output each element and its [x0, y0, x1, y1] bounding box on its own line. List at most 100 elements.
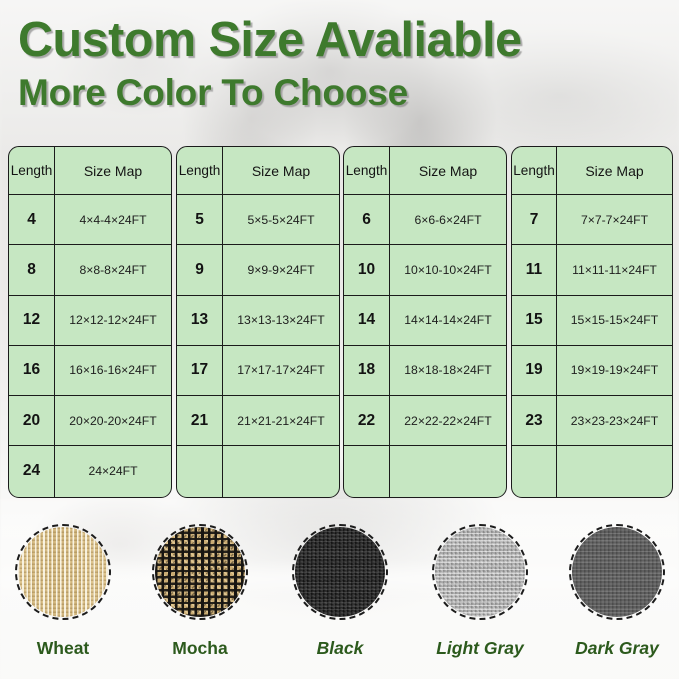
cell-size-map: 14×14-14×24FT	[404, 313, 492, 328]
color-option-wheat[interactable]: Wheat	[0, 524, 133, 659]
header-length: Length	[512, 147, 557, 194]
cell-length: 6	[344, 195, 390, 245]
table-row: 8 8×8-8×24FT	[9, 245, 171, 296]
table-row: 12 12×12-12×24FT	[9, 295, 171, 346]
cell-size-map: 20×20-20×24FT	[69, 413, 157, 428]
header-size-map: Size Map	[251, 162, 311, 179]
cell-length: 11	[512, 245, 557, 295]
header-length: Length	[344, 147, 390, 194]
color-option-mocha[interactable]: Mocha	[130, 524, 270, 659]
fabric-texture-light-gray	[435, 527, 525, 617]
cell-length: 7	[512, 195, 557, 245]
table-row-empty	[177, 446, 339, 497]
fabric-swatch-circle[interactable]	[569, 524, 665, 620]
color-label: Light Gray	[436, 638, 524, 658]
size-tables: Length Size Map 4 4×4-4×24FT 8 8×8-8×24F…	[0, 146, 679, 498]
table-header-row: Length Size Map	[512, 147, 672, 195]
cell-size-map: 23×23-23×24FT	[570, 413, 659, 428]
size-table-4: Length Size Map 7 7×7-7×24FT 11 11×11-11…	[511, 146, 673, 498]
table-row: 18 18×18-18×24FT	[344, 345, 506, 397]
table-row: 11 11×11-11×24FT	[512, 245, 672, 296]
table-row: 24 24×24FT	[9, 446, 171, 497]
cell-size-map: 18×18-18×24FT	[404, 363, 492, 378]
table-row-empty	[344, 446, 506, 497]
cell-length	[177, 446, 223, 497]
size-table-2: Length Size Map 5 5×5-5×24FT 9 9×9-9×24F…	[176, 146, 340, 498]
table-row-empty	[512, 446, 672, 497]
color-label: Dark Gray	[575, 638, 659, 658]
cell-length: 19	[512, 345, 557, 396]
heading-primary: Custom Size Avaliable	[18, 13, 522, 67]
header-size-map: Size Map	[83, 162, 143, 179]
table-row: 21 21×21-21×24FT	[177, 396, 339, 447]
table-row: 9 9×9-9×24FT	[177, 245, 339, 296]
fabric-texture-black	[295, 527, 385, 617]
cell-length: 21	[177, 396, 223, 446]
color-label: Mocha	[172, 638, 228, 658]
cell-length: 20	[9, 396, 55, 446]
color-option-light-gray[interactable]: Light Gray	[410, 524, 550, 659]
color-label: Black	[316, 638, 364, 658]
cell-length: 4	[9, 195, 55, 245]
cell-size-map: 13×13-13×24FT	[237, 313, 325, 328]
header-size-map: Size Map	[418, 162, 478, 179]
cell-size-map	[390, 446, 506, 496]
fabric-swatch-circle[interactable]	[292, 524, 388, 620]
cell-length: 12	[9, 295, 55, 345]
table-row: 14 14×14-14×24FT	[344, 295, 506, 346]
cell-length: 15	[512, 295, 557, 345]
table-header-row: Length Size Map	[9, 147, 171, 195]
cell-size-map: 6×6-6×24FT	[414, 212, 482, 227]
fabric-swatch-circle[interactable]	[15, 524, 111, 620]
header-size-map: Size Map	[585, 162, 644, 179]
cell-length: 13	[177, 295, 223, 345]
table-row: 5 5×5-5×24FT	[177, 195, 339, 246]
table-row: 4 4×4-4×24FT	[9, 195, 171, 246]
cell-size-map: 22×22-22×24FT	[404, 413, 492, 428]
table-row: 23 23×23-23×24FT	[512, 396, 672, 447]
cell-size-map: 4×4-4×24FT	[79, 212, 147, 227]
cell-size-map: 16×16-16×24FT	[69, 363, 157, 378]
heading-secondary: More Color To Choose	[18, 72, 408, 113]
cell-size-map: 9×9-9×24FT	[247, 262, 315, 277]
fabric-swatch-circle[interactable]	[152, 524, 248, 620]
cell-size-map: 17×17-17×24FT	[237, 363, 325, 378]
cell-length: 24	[9, 446, 55, 497]
table-row: 7 7×7-7×24FT	[512, 195, 672, 246]
cell-size-map	[557, 446, 672, 496]
cell-length: 14	[344, 295, 390, 345]
cell-size-map: 19×19-19×24FT	[570, 363, 659, 378]
cell-length	[512, 446, 557, 497]
cell-size-map	[223, 446, 339, 496]
fabric-texture-wheat	[18, 527, 108, 617]
fabric-texture-mocha	[155, 527, 245, 617]
cell-size-map: 7×7-7×24FT	[580, 212, 649, 227]
cell-size-map: 21×21-21×24FT	[237, 413, 325, 428]
cell-length: 5	[177, 195, 223, 245]
cell-length: 17	[177, 345, 223, 396]
table-row: 22 22×22-22×24FT	[344, 396, 506, 447]
cell-size-map: 15×15-15×24FT	[570, 313, 659, 328]
fabric-swatch-circle[interactable]	[432, 524, 528, 620]
cell-length: 22	[344, 396, 390, 446]
table-row: 17 17×17-17×24FT	[177, 345, 339, 397]
table-row: 6 6×6-6×24FT	[344, 195, 506, 246]
fabric-texture-dark-gray	[572, 527, 662, 617]
table-row: 10 10×10-10×24FT	[344, 245, 506, 296]
table-row: 16 16×16-16×24FT	[9, 345, 171, 397]
cell-size-map: 8×8-8×24FT	[79, 262, 147, 277]
color-option-black[interactable]: Black	[270, 524, 410, 659]
table-row: 20 20×20-20×24FT	[9, 396, 171, 447]
table-row: 15 15×15-15×24FT	[512, 295, 672, 346]
heading-block: Custom Size Avaliable More Color To Choo…	[18, 12, 527, 115]
size-table-1: Length Size Map 4 4×4-4×24FT 8 8×8-8×24F…	[8, 146, 172, 498]
color-option-dark-gray[interactable]: Dark Gray	[547, 524, 679, 659]
cell-length: 23	[512, 396, 557, 446]
color-swatch-row: Wheat Mocha Black Light Gray Dark Gray	[0, 524, 679, 679]
cell-size-map: 24×24FT	[88, 464, 138, 479]
cell-length: 10	[344, 245, 390, 295]
cell-size-map: 10×10-10×24FT	[404, 262, 492, 277]
cell-length: 16	[9, 345, 55, 396]
background-top-overlay	[0, 0, 679, 150]
